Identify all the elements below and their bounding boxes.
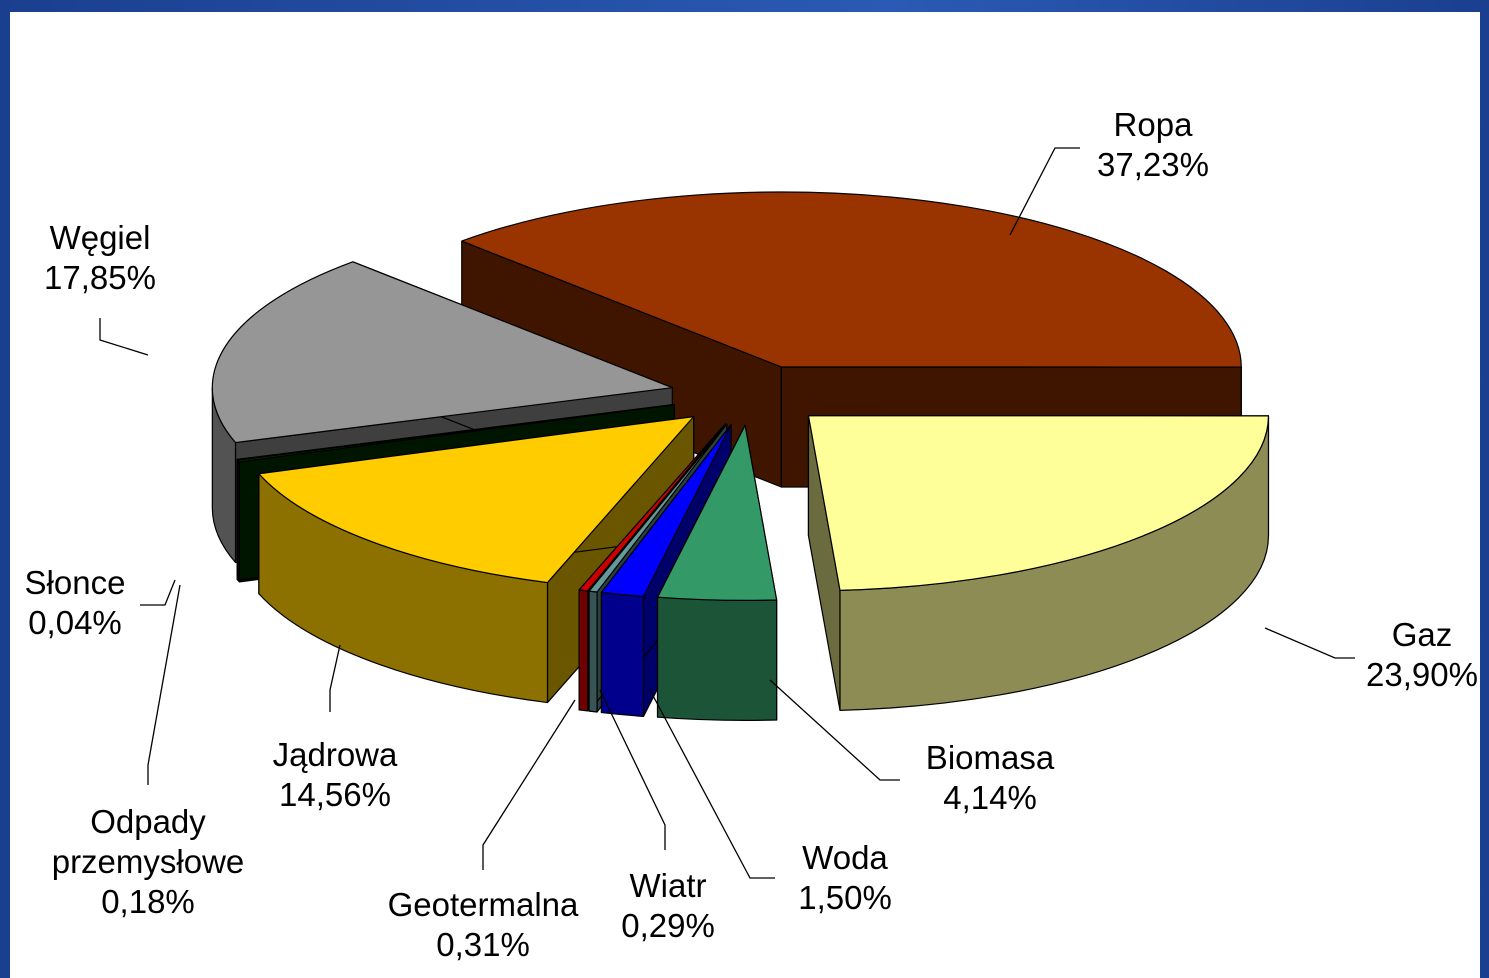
leader-line: [140, 579, 176, 606]
label: Węgiel 17,85%: [44, 218, 156, 298]
category-label: Odpady przemysłowe: [51, 803, 245, 880]
slice-top: [600, 423, 732, 597]
slice-top: [237, 404, 675, 463]
category-label: Woda: [802, 839, 888, 876]
slice-top: [258, 416, 695, 584]
pie-slice: [656, 424, 778, 721]
value-label: 0,18%: [101, 883, 195, 920]
label: Gaz 23,90%: [1366, 615, 1478, 695]
label: Słonce 0,04%: [25, 563, 126, 643]
leader-line: [482, 699, 576, 870]
leader-line: [147, 584, 181, 785]
category-label: Ropa: [1113, 106, 1193, 143]
leader-line: [1264, 627, 1355, 659]
slice-side: [656, 596, 778, 721]
leader-line: [99, 318, 149, 356]
slice-side: [600, 591, 645, 717]
label: Woda 1,50%: [798, 838, 892, 918]
label: Ropa 37,23%: [1097, 105, 1209, 185]
value-label: 17,85%: [44, 259, 156, 296]
label: Odpady przemysłowe 0,18%: [28, 802, 268, 922]
slice-top: [588, 423, 728, 593]
value-label: 0,29%: [621, 907, 715, 944]
label: Geotermalna 0,31%: [388, 885, 579, 965]
pie-slice: [807, 415, 1270, 711]
category-label: Wiatr: [629, 867, 707, 904]
leader-lines: [99, 147, 1355, 879]
value-label: 0,04%: [28, 604, 122, 641]
category-label: Jądrowa: [272, 736, 398, 773]
slice-side: [237, 459, 241, 583]
value-label: 1,50%: [798, 879, 892, 916]
value-label: 0,31%: [436, 926, 530, 963]
category-label: Słonce: [24, 564, 126, 601]
slices: [211, 191, 1270, 721]
category-label: Węgiel: [49, 219, 151, 256]
leader-line: [599, 689, 666, 850]
leader-line: [329, 644, 341, 712]
slice-top: [807, 415, 1270, 591]
slice-top: [211, 261, 673, 444]
value-label: 4,14%: [943, 779, 1037, 816]
label: Biomasa 4,14%: [926, 738, 1054, 818]
leader-line: [769, 679, 900, 781]
value-label: 14,56%: [279, 776, 391, 813]
leader-line: [649, 689, 775, 879]
category-label: Geotermalna: [387, 886, 579, 923]
slice-top: [578, 423, 726, 592]
value-label: 37,23%: [1097, 146, 1209, 183]
label: Jądrowa 14,56%: [273, 735, 398, 815]
slice-side: [588, 590, 598, 713]
leader-line: [1009, 147, 1080, 236]
slice-side: [578, 589, 589, 712]
value-label: 23,90%: [1366, 656, 1478, 693]
slice-top: [461, 191, 1242, 368]
slice-top: [656, 424, 778, 601]
category-label: Biomasa: [925, 739, 1055, 776]
label: Wiatr 0,29%: [621, 866, 715, 946]
category-label: Gaz: [1391, 616, 1453, 653]
